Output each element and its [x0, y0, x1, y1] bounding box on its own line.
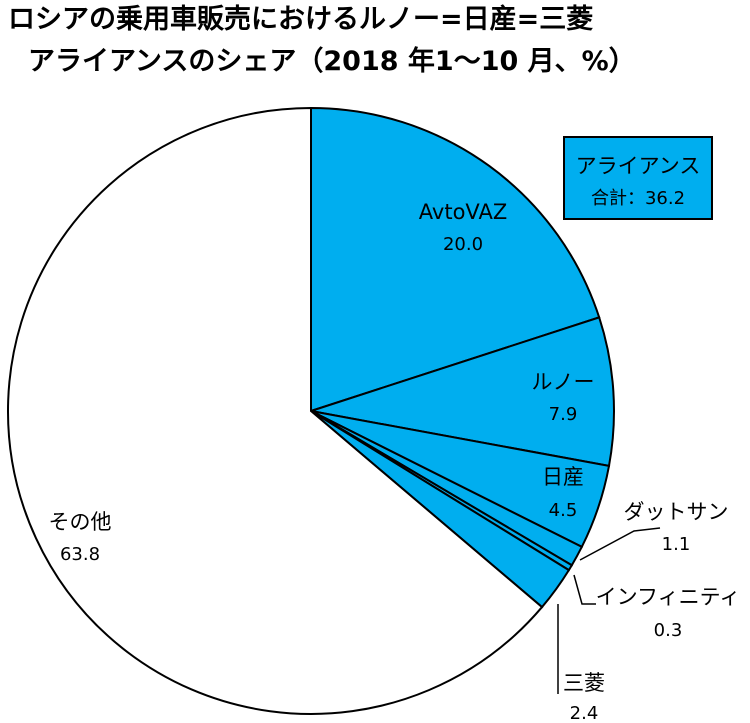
- leader-line-4: [573, 574, 596, 605]
- slice-label-2: 日産: [542, 465, 584, 489]
- chart-title-line2: アライアンスのシェア（2018 年1～10 月、%）: [28, 46, 636, 77]
- slice-value-2: 4.5: [549, 500, 578, 521]
- slice-value-3: 1.1: [662, 534, 691, 555]
- chart-title-line1: ロシアの乗用車販売におけるルノー=日産=三菱: [8, 4, 594, 35]
- pie-slice-0: [310, 106, 601, 413]
- slice-value-6: 63.8: [60, 544, 100, 565]
- slice-value-0: 20.0: [443, 234, 483, 255]
- slice-value-5: 2.4: [570, 703, 599, 723]
- alliance-total-label: アライアンス: [575, 154, 701, 178]
- slice-label-6: その他: [49, 510, 112, 534]
- slice-label-5: 三菱: [563, 671, 605, 695]
- alliance-total-box: アライアンス 合計：36.2: [563, 136, 713, 220]
- slice-label-3: ダットサン: [624, 500, 729, 524]
- slice-label-4: インフィニティ: [596, 585, 741, 609]
- alliance-total-value: 合計：36.2: [590, 188, 686, 209]
- slice-label-0: AvtoVAZ: [419, 200, 507, 224]
- pie-slice-6: [7, 106, 544, 715]
- slice-value-1: 7.9: [549, 404, 578, 425]
- pie-slice-1: [310, 316, 615, 468]
- slice-label-1: ルノー: [532, 370, 595, 394]
- leader-line-3: [579, 527, 661, 561]
- slice-value-4: 0.3: [654, 620, 683, 641]
